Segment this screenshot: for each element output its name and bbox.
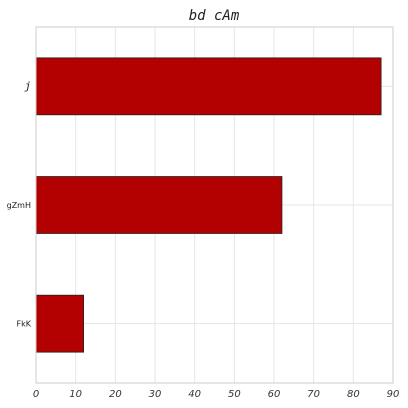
y-tick-label: j: [24, 79, 31, 92]
plot-frame: [35, 26, 394, 384]
bar-FkK: [35, 294, 84, 353]
x-tick-label: 0: [33, 389, 39, 400]
x-tick-label: 60: [268, 389, 281, 400]
x-tick-label: 70: [307, 389, 320, 400]
bar-gZmH: [35, 176, 283, 234]
x-tick-label: 40: [188, 389, 201, 400]
x-tick-label: 80: [347, 389, 360, 400]
x-axis-ticks: 0 10 20 30 40 50 60 70 80 90: [33, 389, 400, 400]
chart-title: bd cAm: [189, 8, 240, 24]
y-tick-label: gZmH: [7, 201, 31, 210]
y-axis-ticks: j gZmH FkK: [7, 79, 32, 328]
bar-j: [35, 57, 382, 116]
x-tick-label: 30: [149, 389, 162, 400]
x-tick-label: 90: [387, 389, 400, 400]
y-tick-label: FkK: [17, 320, 32, 329]
x-tick-label: 50: [228, 389, 241, 400]
bars: [35, 57, 382, 353]
x-tick-label: 20: [109, 389, 122, 400]
x-tick-label: 10: [69, 389, 82, 400]
